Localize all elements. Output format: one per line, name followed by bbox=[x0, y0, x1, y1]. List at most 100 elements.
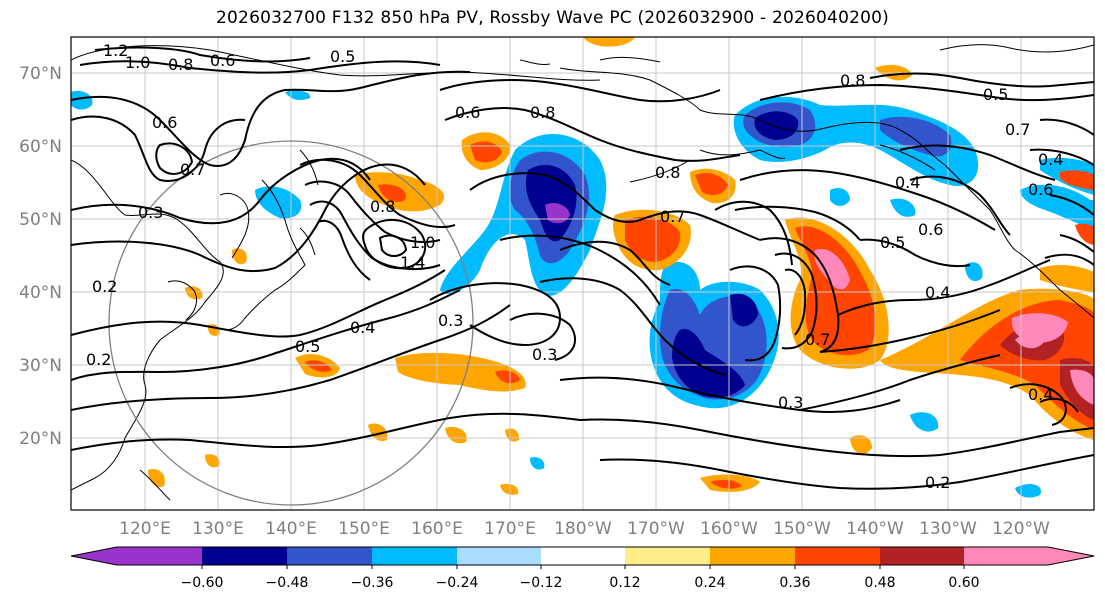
colorbar-segment bbox=[541, 547, 625, 565]
contour-label: 0.7 bbox=[805, 330, 830, 349]
positive-anomaly-area bbox=[395, 352, 526, 392]
map-frame bbox=[70, 36, 1095, 511]
positive-anomaly-area bbox=[850, 435, 872, 454]
lon-label: 160°W bbox=[700, 519, 758, 539]
lon-label: 140°W bbox=[846, 519, 904, 539]
positive-anomaly-area bbox=[710, 479, 742, 489]
contour-label: 0.7 bbox=[660, 207, 685, 226]
colorbar-tick-label: 0.48 bbox=[864, 575, 895, 591]
colorbar-tick-label: 0.12 bbox=[609, 575, 640, 591]
latitude-labels: 70°N 60°N 50°N 40°N 30°N 20°N bbox=[19, 64, 62, 449]
lon-label: 160°E bbox=[411, 519, 463, 539]
negative-anomaly-area bbox=[285, 90, 311, 100]
positive-anomaly-area bbox=[1070, 369, 1094, 405]
colorbar-segment bbox=[880, 547, 964, 565]
positive-anomaly-area bbox=[305, 360, 332, 372]
contour-label: 0.3 bbox=[532, 345, 557, 364]
contour-label: 0.3 bbox=[778, 393, 803, 412]
lon-label: 170°W bbox=[627, 519, 685, 539]
contour-label: 0.4 bbox=[895, 173, 920, 192]
colorbar-outline bbox=[70, 546, 1095, 566]
positive-anomaly-area bbox=[625, 216, 681, 262]
negative-anomaly-area bbox=[965, 262, 983, 282]
colorbar-tick-label: 0.24 bbox=[694, 575, 725, 591]
positive-anomaly-area bbox=[814, 249, 850, 290]
contour-label: 0.5 bbox=[330, 47, 355, 66]
pv-contours bbox=[71, 46, 1094, 490]
contour-label: 0.6 bbox=[1028, 180, 1053, 199]
lon-label: 150°E bbox=[338, 519, 390, 539]
negative-anomaly-area bbox=[71, 90, 93, 110]
colorbar-segment bbox=[202, 547, 287, 565]
positive-anomaly-area bbox=[1075, 223, 1094, 245]
contour-label: 0.8 bbox=[530, 103, 555, 122]
negative-anomaly-area bbox=[730, 293, 758, 327]
positive-anomaly-area bbox=[1060, 170, 1094, 190]
negative-anomaly-area bbox=[754, 111, 799, 140]
contour-label: 0.4 bbox=[925, 283, 950, 302]
contour-label: 0.3 bbox=[138, 203, 163, 222]
colorbar-tick-label: −0.48 bbox=[266, 575, 309, 591]
colorbar-segment bbox=[457, 547, 541, 565]
colorbar-segment bbox=[71, 547, 202, 565]
colorbar-segment bbox=[964, 547, 1094, 565]
colorbar-tick-label: −0.36 bbox=[351, 575, 394, 591]
positive-anomaly-area bbox=[378, 184, 406, 202]
positive-anomaly-area bbox=[148, 468, 165, 488]
colorbar-segment bbox=[287, 547, 372, 565]
contour-label: 0.6 bbox=[918, 220, 943, 239]
contour-label: 0.5 bbox=[880, 233, 905, 252]
lat-label: 50°N bbox=[19, 210, 62, 230]
lat-label: 70°N bbox=[19, 64, 62, 84]
colorbar-segment bbox=[625, 547, 710, 565]
contour-label: 0.2 bbox=[92, 277, 117, 296]
contour-label: 0.6 bbox=[455, 103, 480, 122]
negative-anomaly-area bbox=[672, 328, 745, 398]
contour-label: 0.3 bbox=[438, 311, 463, 330]
lat-label: 40°N bbox=[19, 283, 62, 303]
lat-label: 20°N bbox=[19, 429, 62, 449]
negative-anomaly-area bbox=[910, 412, 939, 432]
positive-anomaly-area bbox=[500, 484, 519, 495]
negative-anomaly-area bbox=[830, 188, 850, 206]
lon-label: 120°W bbox=[992, 519, 1050, 539]
colorbar-tick-label: −0.12 bbox=[520, 575, 563, 591]
positive-anomaly-area bbox=[1040, 265, 1094, 292]
contour-label: 0.8 bbox=[840, 71, 865, 90]
positive-anomaly-area bbox=[505, 428, 520, 442]
reference-circle bbox=[108, 140, 474, 506]
contour-label: 0.7 bbox=[180, 160, 205, 179]
colorbar-segment bbox=[795, 547, 880, 565]
colorbar-segment bbox=[372, 547, 457, 565]
lon-label: 140°E bbox=[265, 519, 317, 539]
coastlines bbox=[71, 44, 1094, 501]
lon-label: 170°E bbox=[484, 519, 536, 539]
positive-anomaly-area bbox=[695, 173, 728, 196]
positive-anomaly-area bbox=[1011, 313, 1068, 343]
positive-anomaly-area bbox=[470, 141, 502, 163]
contour-label: 1.2 bbox=[103, 41, 128, 60]
lon-label: 180°W bbox=[554, 519, 612, 539]
colorbar-tick-label: 0.36 bbox=[779, 575, 810, 591]
colorbar: −0.60 −0.48 −0.36 −0.24 −0.12 0.12 0.24 … bbox=[70, 546, 1095, 591]
map-title: 2026032700 F132 850 hPa PV, Rossby Wave … bbox=[216, 8, 889, 28]
lat-label: 30°N bbox=[19, 356, 62, 376]
lon-label: 130°W bbox=[919, 519, 977, 539]
longitude-labels: 120°E 130°E 140°E 150°E 160°E 170°E 180°… bbox=[119, 519, 1050, 539]
negative-anomaly-area bbox=[890, 198, 916, 217]
colorbar-tick-label: 0.60 bbox=[948, 575, 979, 591]
contour-label: 0.6 bbox=[152, 113, 177, 132]
contour-label: 0.8 bbox=[370, 197, 395, 216]
contour-label: 0.2 bbox=[86, 350, 111, 369]
lat-label: 60°N bbox=[19, 137, 62, 157]
positive-anomaly-area bbox=[205, 454, 220, 468]
positive-anomaly-area bbox=[368, 423, 388, 442]
pv-shading bbox=[71, 37, 1094, 498]
positive-anomaly-area bbox=[185, 286, 203, 300]
contour-label: 0.4 bbox=[350, 318, 375, 337]
lon-label: 150°W bbox=[773, 519, 831, 539]
positive-anomaly-area bbox=[232, 248, 247, 265]
contour-label: 0.2 bbox=[925, 473, 950, 492]
contour-label: 1.0 bbox=[125, 53, 150, 72]
